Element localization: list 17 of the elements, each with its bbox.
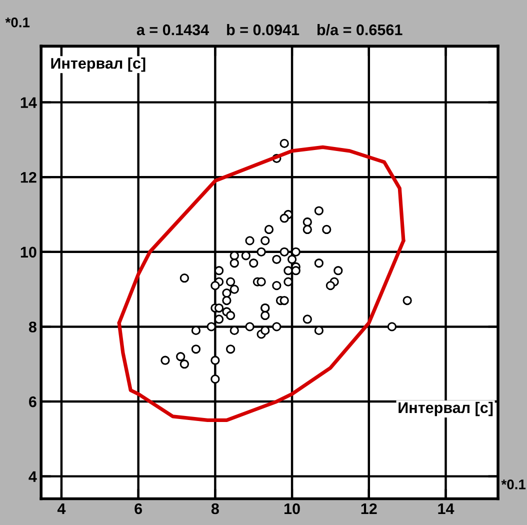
text: *0.1 bbox=[501, 480, 526, 490]
x-tick-label: 14 bbox=[438, 503, 454, 514]
x-tick-label: 6 bbox=[134, 503, 142, 514]
y-tick-label: 10 bbox=[20, 246, 36, 258]
y-tick-label: 4 bbox=[28, 471, 37, 482]
y-tick-label: 6 bbox=[29, 396, 36, 408]
y-axis-title: Интервал [c] bbox=[51, 58, 146, 72]
y-tick-label: 12 bbox=[20, 172, 36, 183]
x-axis-title: Интервал [c] bbox=[398, 402, 493, 416]
chart-title: a = 0.1434 b = 0.0941 b/a = 0.6561 bbox=[136, 24, 402, 36]
y-tick-label: 8 bbox=[28, 322, 36, 332]
x-tick-label: 4 bbox=[57, 503, 66, 514]
x-tick-label: 12 bbox=[361, 503, 377, 514]
y-tick-label: 14 bbox=[20, 97, 37, 108]
text: *0.1 bbox=[5, 18, 30, 28]
x-tick-label: 8 bbox=[211, 503, 219, 514]
x-tick-label: 10 bbox=[284, 503, 300, 514]
